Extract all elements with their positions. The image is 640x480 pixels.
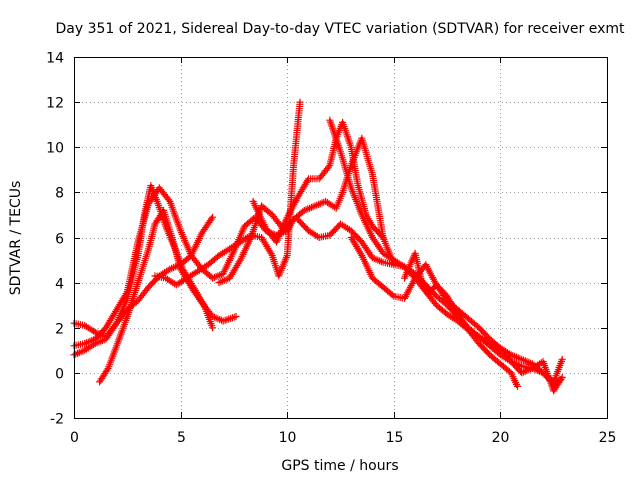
- x-tick-label: 20: [492, 430, 510, 446]
- data-layer: [70, 98, 566, 395]
- data-point: [171, 263, 179, 271]
- data-point: [300, 206, 308, 214]
- y-tick-label: 10: [46, 141, 64, 157]
- y-tick-label: 2: [55, 322, 64, 338]
- data-point: [521, 357, 529, 365]
- y-tick-label: 4: [55, 277, 64, 293]
- tick-layer: 0 5 10 15 20 25 -2 0 2 4 6 8 10 12 14: [46, 51, 616, 447]
- series-track-8: [294, 215, 564, 388]
- data-point: [558, 373, 566, 381]
- y-tick-label: 6: [55, 232, 64, 248]
- series-track-11: [401, 249, 521, 390]
- data-point: [557, 375, 565, 383]
- x-tick-label: 25: [599, 430, 617, 446]
- data-point: [232, 313, 240, 320]
- data-point: [325, 163, 332, 171]
- data-point: [377, 258, 385, 266]
- data-point: [103, 366, 111, 374]
- x-tick-label: 15: [386, 430, 404, 446]
- data-point: [210, 273, 218, 281]
- data-point: [514, 354, 522, 362]
- data-point: [370, 255, 378, 263]
- data-point: [210, 313, 218, 321]
- y-tick-label: 12: [46, 96, 64, 112]
- y-tick-label: 0: [55, 367, 64, 383]
- data-point: [74, 349, 82, 357]
- data-point: [217, 278, 225, 286]
- chart-title: Day 351 of 2021, Sidereal Day-to-day VTE…: [56, 21, 626, 37]
- data-point: [307, 203, 315, 211]
- y-tick-label: -2: [50, 412, 64, 428]
- y-tick-label: 8: [55, 186, 64, 202]
- x-tick-label: 0: [70, 430, 79, 446]
- data-point: [165, 196, 173, 204]
- data-point: [521, 367, 529, 375]
- x-tick-label: 10: [279, 430, 297, 446]
- data-point: [209, 213, 217, 221]
- grid-layer: [74, 57, 607, 418]
- y-axis-label: SDTVAR / TECUs: [8, 181, 24, 296]
- data-point: [209, 324, 217, 332]
- data-point: [81, 340, 89, 347]
- data-point: [379, 234, 387, 241]
- data-point: [207, 215, 215, 223]
- data-point: [97, 337, 105, 345]
- data-point: [97, 331, 105, 338]
- data-point: [514, 382, 521, 390]
- data-point: [378, 232, 386, 240]
- data-point: [558, 355, 566, 363]
- data-point: [296, 98, 304, 106]
- y-tick-label: 14: [46, 51, 64, 67]
- series-track-10: [347, 234, 566, 395]
- data-point: [388, 291, 396, 299]
- data-point: [315, 200, 322, 208]
- x-axis-label: GPS time / hours: [281, 458, 398, 474]
- x-tick-label: 5: [177, 430, 186, 446]
